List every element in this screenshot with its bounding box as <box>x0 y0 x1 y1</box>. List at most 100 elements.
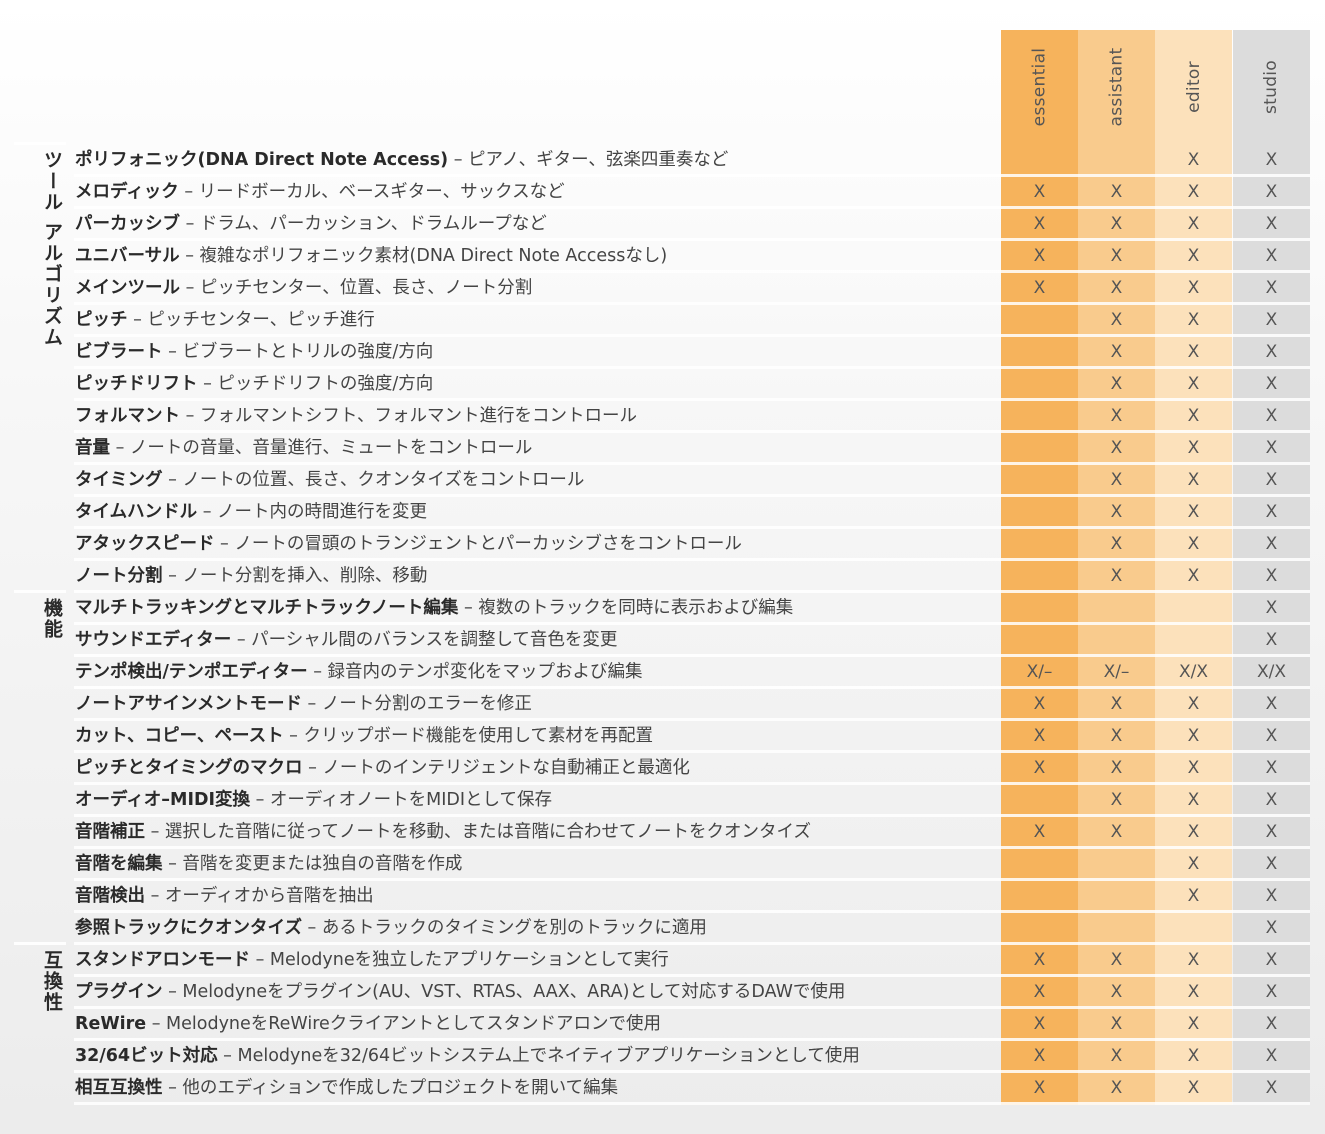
cell-essential: X <box>1033 694 1046 714</box>
cell-studio: X <box>1265 726 1278 746</box>
cell-essential <box>1001 145 1078 175</box>
cell-essential <box>1001 465 1078 495</box>
feature-label: カット、コピー、ペースト – クリップボード機能を使用して素材を再配置 <box>75 721 653 751</box>
cell-assistant: X <box>1110 758 1123 778</box>
section-group: 機能 <box>14 590 66 942</box>
cell-assistant: X <box>1110 310 1123 330</box>
section-divider <box>14 590 66 593</box>
table-row: パーカッシブ – ドラム、パーカッション、ドラムループなど X X X X <box>0 209 1325 241</box>
cell-assistant <box>1078 625 1155 655</box>
cell-essential <box>1001 497 1078 527</box>
feature-label: 音階補正 – 選択した音階に従ってノートを移動、または音階に合わせてノートをクオ… <box>75 817 811 847</box>
table-row: プラグイン – Melodyneをプラグイン(AU、VST、RTAS、AAX、A… <box>0 977 1325 1009</box>
feature-label: ReWire – MelodyneをReWireクライアントとしてスタンドアロン… <box>75 1009 661 1039</box>
feature-name: パーカッシブ <box>75 214 180 234</box>
cell-studio: X <box>1265 694 1278 714</box>
feature-description: – 複雑なポリフォニック素材(DNA Direct Note Accessなし) <box>179 246 668 266</box>
row-divider <box>74 238 1310 241</box>
table-row: 32/64ビット対応 – Melodyneを32/64ビットシステム上でネイティ… <box>0 1041 1325 1073</box>
column-header-assistant: assistant <box>1078 30 1155 144</box>
cell-assistant <box>1078 593 1155 623</box>
feature-name: メロディック <box>75 182 179 202</box>
cell-studio: X <box>1265 886 1278 906</box>
feature-name: マルチトラッキングとマルチトラックノート編集 <box>75 598 459 618</box>
cell-essential <box>1001 849 1078 879</box>
column-essential-background <box>1001 30 1078 1105</box>
cell-essential <box>1001 881 1078 911</box>
cell-assistant: X <box>1110 822 1123 842</box>
cell-assistant <box>1078 913 1155 943</box>
row-divider <box>74 686 1310 689</box>
feature-name: サウンドエディター <box>75 630 232 650</box>
feature-label: ピッチドリフト – ピッチドリフトの強度/方向 <box>75 369 433 399</box>
cell-assistant <box>1078 145 1155 175</box>
cell-studio: X <box>1265 598 1278 618</box>
row-divider <box>74 302 1310 305</box>
cell-editor: X <box>1187 438 1200 458</box>
cell-editor: X <box>1187 182 1200 202</box>
cell-studio: X <box>1265 278 1278 298</box>
cell-editor: X <box>1187 1078 1200 1098</box>
feature-name: プラグイン <box>75 982 163 1002</box>
feature-description: – MelodyneをReWireクライアントとしてスタンドアロンで使用 <box>146 1014 662 1034</box>
section-title: 互換性 <box>41 950 63 1013</box>
table-row: カット、コピー、ペースト – クリップボード機能を使用して素材を再配置 X X X X <box>0 721 1325 753</box>
feature-description: – ノート分割を挿入、削除、移動 <box>162 566 428 586</box>
feature-name: 参照トラックにクオンタイズ <box>75 918 302 938</box>
column-header-label: assistant <box>1106 47 1127 127</box>
section-divider <box>14 942 66 945</box>
row-divider <box>74 526 1310 529</box>
feature-name: フォルマント <box>75 406 180 426</box>
cell-editor <box>1155 625 1232 655</box>
cell-studio: X <box>1265 790 1278 810</box>
cell-assistant <box>1078 881 1155 911</box>
row-divider <box>74 654 1310 657</box>
table-row: ポリフォニック(DNA Direct Note Access) – ピアノ、ギタ… <box>0 145 1325 177</box>
section-title: 機能 <box>41 598 63 640</box>
table-row: 参照トラックにクオンタイズ – あるトラックのタイミングを別のトラックに適用 X <box>0 913 1325 945</box>
cell-essential: X/– <box>1026 662 1053 682</box>
feature-label: ノート分割 – ノート分割を挿入、削除、移動 <box>75 561 427 591</box>
table-row: アタックスピード – ノートの冒頭のトランジェントとパーカッシブさをコントロール… <box>0 529 1325 561</box>
cell-essential: X <box>1033 822 1046 842</box>
column-header-editor: editor <box>1155 30 1232 144</box>
feature-description: – リードボーカル、ベースギター、サックスなど <box>178 182 565 202</box>
cell-editor: X <box>1187 886 1200 906</box>
table-row: タイミング – ノートの位置、長さ、クオンタイズをコントロール X X X <box>0 465 1325 497</box>
row-divider <box>74 590 1310 593</box>
feature-label: 参照トラックにクオンタイズ – あるトラックのタイミングを別のトラックに適用 <box>75 913 707 943</box>
cell-editor: X <box>1187 534 1200 554</box>
cell-assistant: X <box>1110 982 1123 1002</box>
feature-description: – ノートの位置、長さ、クオンタイズをコントロール <box>162 470 585 490</box>
cell-essential <box>1001 337 1078 367</box>
row-divider <box>74 782 1310 785</box>
feature-name: テンポ検出/テンポエディター <box>75 662 308 682</box>
feature-description: – ドラム、パーカッション、ドラムループなど <box>180 214 547 234</box>
feature-label: プラグイン – Melodyneをプラグイン(AU、VST、RTAS、AAX、A… <box>75 977 845 1007</box>
feature-description: – パーシャル間のバランスを調整して音色を変更 <box>231 630 618 650</box>
cell-assistant: X <box>1110 470 1123 490</box>
feature-name: ReWire <box>75 1014 147 1034</box>
cell-studio: X <box>1265 822 1278 842</box>
table-row: ピッチとタイミングのマクロ – ノートのインテリジェントな自動補正と最適化 X X X… <box>0 753 1325 785</box>
cell-studio: X <box>1265 982 1278 1002</box>
cell-essential: X <box>1033 1078 1046 1098</box>
feature-name: メインツール <box>75 278 180 298</box>
cell-assistant: X <box>1110 790 1123 810</box>
cell-essential <box>1001 529 1078 559</box>
cell-editor: X <box>1187 822 1200 842</box>
feature-label: 32/64ビット対応 – Melodyneを32/64ビットシステム上でネイティ… <box>75 1041 860 1071</box>
cell-editor: X <box>1187 214 1200 234</box>
feature-description: – ピッチセンター、ピッチ進行 <box>127 310 375 330</box>
feature-label: ポリフォニック(DNA Direct Note Access) – ピアノ、ギタ… <box>75 145 728 175</box>
row-divider <box>74 750 1310 753</box>
feature-name: スタンドアロンモード <box>75 950 250 970</box>
row-divider <box>74 430 1310 433</box>
row-divider <box>74 942 1310 945</box>
feature-description: – ノートの音量、音量進行、ミュートをコントロール <box>110 438 533 458</box>
cell-assistant: X <box>1110 374 1123 394</box>
cell-editor: X <box>1187 278 1200 298</box>
feature-label: パーカッシブ – ドラム、パーカッション、ドラムループなど <box>75 209 547 239</box>
table-row: メインツール – ピッチセンター、位置、長さ、ノート分割 X X X X <box>0 273 1325 305</box>
cell-studio: X <box>1265 1046 1278 1066</box>
